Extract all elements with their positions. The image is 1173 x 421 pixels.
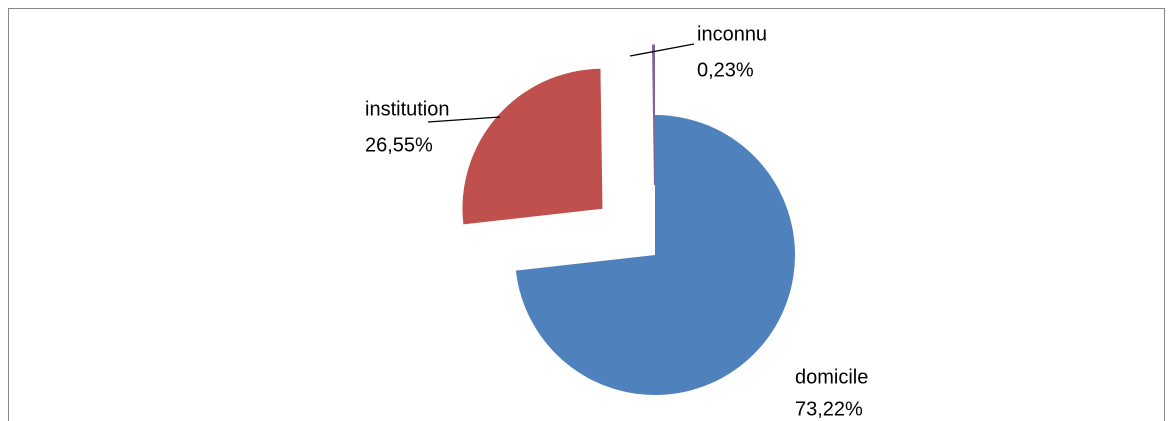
slice-label: inconnu [697,23,767,45]
slice-label: institution [365,98,450,120]
leader-line [427,116,501,123]
slice-value-label: 26,55% [365,134,433,156]
pie-slice [462,68,603,225]
slice-value-label: 73,22% [795,398,863,420]
pie-slice [651,44,655,186]
leader-line [629,43,695,57]
pie-slice [515,115,795,395]
slice-value-label: 0,23% [697,59,754,81]
slice-label: domicile [795,366,868,388]
